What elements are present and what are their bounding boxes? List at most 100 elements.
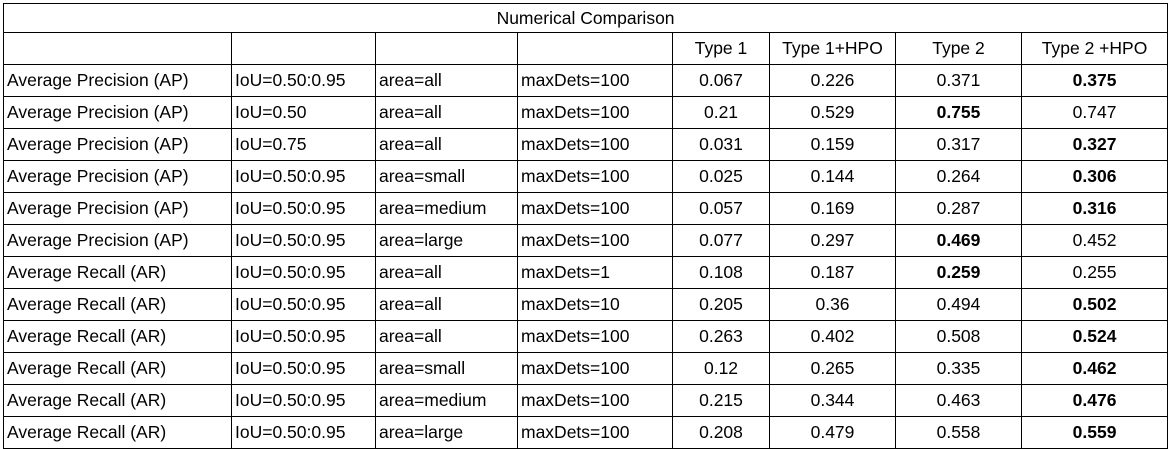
type-1-value: 0.031 bbox=[672, 128, 770, 161]
metric-cell: Average Precision (AP) bbox=[3, 160, 232, 193]
type-2-hpo-value: 0.747 bbox=[1020, 96, 1169, 129]
header-type-1: Type 1 bbox=[672, 32, 770, 65]
type-2-hpo-value: 0.524 bbox=[1020, 320, 1169, 353]
type-1-hpo-value: 0.226 bbox=[769, 64, 896, 97]
type-2-hpo-value: 0.452 bbox=[1020, 224, 1169, 257]
type-2-hpo-value: 0.476 bbox=[1020, 384, 1169, 417]
type-1-value: 0.208 bbox=[672, 416, 770, 449]
area-cell: area=medium bbox=[375, 384, 518, 417]
type-1-value: 0.067 bbox=[672, 64, 770, 97]
area-cell: area=large bbox=[375, 224, 518, 257]
type-2-value: 0.755 bbox=[895, 96, 1022, 129]
metric-cell: Average Precision (AP) bbox=[3, 96, 232, 129]
type-1-value: 0.077 bbox=[672, 224, 770, 257]
type-1-value: 0.057 bbox=[672, 192, 770, 225]
metric-cell: Average Recall (AR) bbox=[3, 320, 232, 353]
iou-cell: IoU=0.75 bbox=[231, 128, 376, 161]
area-cell: area=medium bbox=[375, 192, 518, 225]
type-2-value: 0.287 bbox=[895, 192, 1022, 225]
table-row: Average Recall (AR) IoU=0.50:0.95 area=all… bbox=[3, 256, 1169, 289]
metric-cell: Average Recall (AR) bbox=[3, 256, 232, 289]
table-row: Average Recall (AR) IoU=0.50:0.95 area=all… bbox=[3, 320, 1169, 353]
iou-cell: IoU=0.50:0.95 bbox=[231, 320, 376, 353]
maxdets-cell: maxDets=100 bbox=[517, 320, 673, 353]
type-2-value: 0.317 bbox=[895, 128, 1022, 161]
header-type-2: Type 2 bbox=[895, 32, 1022, 65]
maxdets-cell: maxDets=100 bbox=[517, 64, 673, 97]
type-2-value: 0.259 bbox=[895, 256, 1022, 289]
table-row: Average Precision (AP) IoU=0.50:0.95 area=… bbox=[3, 64, 1169, 97]
maxdets-cell: maxDets=100 bbox=[517, 192, 673, 225]
numerical-comparison-table: Numerical Comparison Type 1 Type 1+HPO T… bbox=[2, 3, 1169, 449]
header-cell-blank-1 bbox=[3, 32, 232, 65]
type-2-hpo-value: 0.375 bbox=[1020, 64, 1169, 97]
type-1-hpo-value: 0.344 bbox=[769, 384, 896, 417]
type-1-value: 0.21 bbox=[672, 96, 770, 129]
metric-cell: Average Precision (AP) bbox=[3, 192, 232, 225]
type-1-hpo-value: 0.159 bbox=[769, 128, 896, 161]
table-row: Average Precision (AP) IoU=0.50:0.95 area=… bbox=[3, 192, 1169, 225]
table-body: Numerical Comparison Type 1 Type 1+HPO T… bbox=[2, 3, 1169, 449]
iou-cell: IoU=0.50:0.95 bbox=[231, 192, 376, 225]
type-1-hpo-value: 0.144 bbox=[769, 160, 896, 193]
header-cell-blank-2 bbox=[231, 32, 376, 65]
header-cell-blank-3 bbox=[375, 32, 518, 65]
type-1-value: 0.12 bbox=[672, 352, 770, 385]
table-row: Average Precision (AP) IoU=0.75 area=all ma… bbox=[3, 128, 1169, 161]
metric-cell: Average Precision (AP) bbox=[3, 64, 232, 97]
type-1-value: 0.025 bbox=[672, 160, 770, 193]
type-2-value: 0.558 bbox=[895, 416, 1022, 449]
maxdets-cell: maxDets=100 bbox=[517, 128, 673, 161]
type-2-hpo-value: 0.255 bbox=[1020, 256, 1169, 289]
header-cell-blank-4 bbox=[517, 32, 673, 65]
table-row: Average Recall (AR) IoU=0.50:0.95 area=med… bbox=[3, 384, 1169, 417]
type-1-value: 0.263 bbox=[672, 320, 770, 353]
area-cell: area=all bbox=[375, 288, 518, 321]
type-2-value: 0.371 bbox=[895, 64, 1022, 97]
type-1-hpo-value: 0.297 bbox=[769, 224, 896, 257]
type-2-value: 0.469 bbox=[895, 224, 1022, 257]
maxdets-cell: maxDets=100 bbox=[517, 160, 673, 193]
title-row: Numerical Comparison bbox=[2, 3, 1169, 33]
type-2-hpo-value: 0.306 bbox=[1020, 160, 1169, 193]
table-row: Average Recall (AR) IoU=0.50:0.95 area=sma… bbox=[3, 352, 1169, 385]
type-1-hpo-value: 0.187 bbox=[769, 256, 896, 289]
type-2-value: 0.264 bbox=[895, 160, 1022, 193]
iou-cell: IoU=0.50:0.95 bbox=[231, 416, 376, 449]
type-2-hpo-value: 0.502 bbox=[1020, 288, 1169, 321]
table-row: Average Recall (AR) IoU=0.50:0.95 area=all… bbox=[3, 288, 1169, 321]
header-type-2-hpo: Type 2 +HPO bbox=[1020, 32, 1169, 65]
iou-cell: IoU=0.50:0.95 bbox=[231, 160, 376, 193]
maxdets-cell: maxDets=100 bbox=[517, 384, 673, 417]
table-title: Numerical Comparison bbox=[2, 3, 1169, 33]
iou-cell: IoU=0.50:0.95 bbox=[231, 288, 376, 321]
table-row: Average Precision (AP) IoU=0.50:0.95 area=… bbox=[3, 160, 1169, 193]
area-cell: area=all bbox=[375, 256, 518, 289]
type-1-hpo-value: 0.479 bbox=[769, 416, 896, 449]
area-cell: area=small bbox=[375, 160, 518, 193]
type-2-hpo-value: 0.559 bbox=[1020, 416, 1169, 449]
metric-cell: Average Recall (AR) bbox=[3, 288, 232, 321]
table-row: Average Precision (AP) IoU=0.50 area=all ma… bbox=[3, 96, 1169, 129]
type-2-value: 0.463 bbox=[895, 384, 1022, 417]
type-1-hpo-value: 0.529 bbox=[769, 96, 896, 129]
metric-cell: Average Precision (AP) bbox=[3, 224, 232, 257]
maxdets-cell: maxDets=100 bbox=[517, 224, 673, 257]
type-1-hpo-value: 0.402 bbox=[769, 320, 896, 353]
area-cell: area=small bbox=[375, 352, 518, 385]
iou-cell: IoU=0.50 bbox=[231, 96, 376, 129]
type-2-hpo-value: 0.462 bbox=[1020, 352, 1169, 385]
area-cell: area=all bbox=[375, 64, 518, 97]
iou-cell: IoU=0.50:0.95 bbox=[231, 224, 376, 257]
type-2-value: 0.335 bbox=[895, 352, 1022, 385]
table-row: Average Recall (AR) IoU=0.50:0.95 area=lar… bbox=[3, 416, 1169, 449]
type-2-value: 0.494 bbox=[895, 288, 1022, 321]
type-2-value: 0.508 bbox=[895, 320, 1022, 353]
iou-cell: IoU=0.50:0.95 bbox=[231, 256, 376, 289]
area-cell: area=all bbox=[375, 96, 518, 129]
area-cell: area=all bbox=[375, 320, 518, 353]
type-1-value: 0.108 bbox=[672, 256, 770, 289]
type-2-hpo-value: 0.316 bbox=[1020, 192, 1169, 225]
maxdets-cell: maxDets=100 bbox=[517, 352, 673, 385]
iou-cell: IoU=0.50:0.95 bbox=[231, 64, 376, 97]
